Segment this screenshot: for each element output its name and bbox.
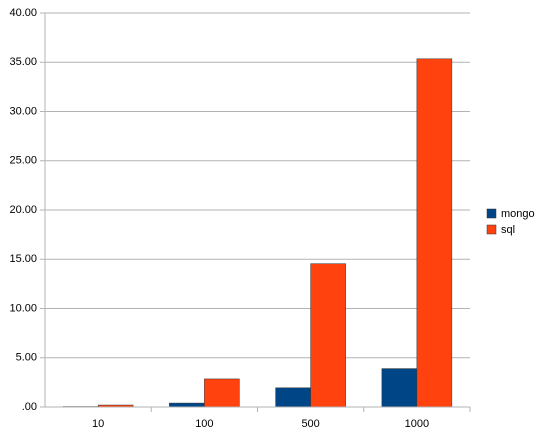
y-tick-label: 20.00 xyxy=(9,204,37,216)
y-tick-label: 10.00 xyxy=(9,302,37,314)
bar xyxy=(311,264,346,407)
y-tick-label: 15.00 xyxy=(9,253,37,265)
bar xyxy=(276,388,311,407)
x-tick-label: 1000 xyxy=(405,418,429,430)
legend-swatch xyxy=(487,209,496,218)
y-tick-label: .00 xyxy=(22,401,37,413)
x-tick-label: 500 xyxy=(301,418,319,430)
bar xyxy=(382,369,417,407)
bar xyxy=(417,59,452,407)
legend-swatch xyxy=(487,225,496,234)
y-tick-label: 35.00 xyxy=(9,56,37,68)
bar xyxy=(169,403,204,407)
legend-label: sql xyxy=(501,224,515,236)
bar xyxy=(204,379,239,407)
y-tick-label: 40.00 xyxy=(9,7,37,19)
legend-label: mongo xyxy=(501,208,535,220)
y-tick-label: 5.00 xyxy=(16,352,37,364)
x-tick-label: 100 xyxy=(195,418,213,430)
y-tick-label: 30.00 xyxy=(9,105,37,117)
x-tick-label: 10 xyxy=(92,418,104,430)
y-tick-label: 25.00 xyxy=(9,155,37,167)
